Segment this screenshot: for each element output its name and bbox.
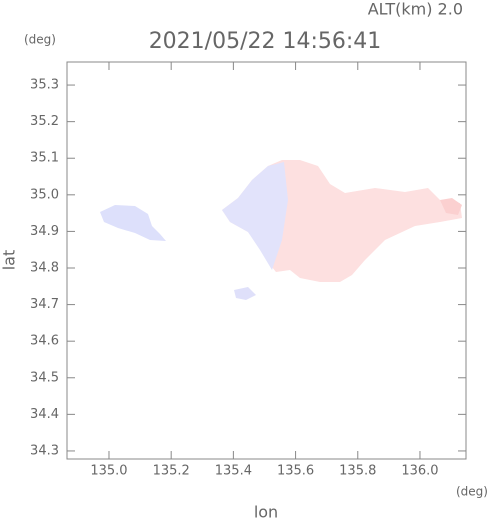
y-tick-label: 34.8: [30, 261, 59, 276]
x-unit: (deg): [456, 485, 488, 499]
plot-border: [66, 61, 467, 460]
y-tick-label: 34.7: [30, 297, 59, 312]
echo-blue: [100, 205, 166, 241]
x-axis-label: lon: [254, 503, 278, 522]
x-tick-label: 135.8: [339, 464, 376, 479]
x-tick-label: 136.0: [401, 464, 438, 479]
echo-field: [100, 160, 462, 300]
y-tick-label: 35.1: [30, 151, 59, 166]
x-tick-label: 135.0: [90, 464, 127, 479]
y-tick-label: 34.6: [30, 334, 59, 349]
y-tick-label: 34.4: [30, 407, 59, 422]
y-tick-label: 35.3: [30, 78, 59, 93]
echo-blue: [234, 287, 256, 300]
y-unit: (deg): [24, 33, 56, 47]
y-tick-label: 35.0: [30, 187, 59, 202]
y-tick-label: 34.3: [30, 443, 59, 458]
frame: [66, 61, 467, 460]
y-tick-label: 34.9: [30, 224, 59, 239]
y-axis-label: lat: [0, 250, 19, 271]
y-tick-label: 34.5: [30, 370, 59, 385]
x-tick-label: 135.4: [215, 464, 252, 479]
y-tick-label: 35.2: [30, 114, 59, 129]
x-tick-label: 135.2: [153, 464, 190, 479]
echo-blue: [222, 162, 288, 270]
chart-title: 2021/05/22 14:56:41: [149, 29, 382, 54]
echo-red: [440, 198, 462, 215]
subtitle: ALT(km) 2.0: [368, 0, 463, 19]
x-tick-label: 135.6: [277, 464, 314, 479]
